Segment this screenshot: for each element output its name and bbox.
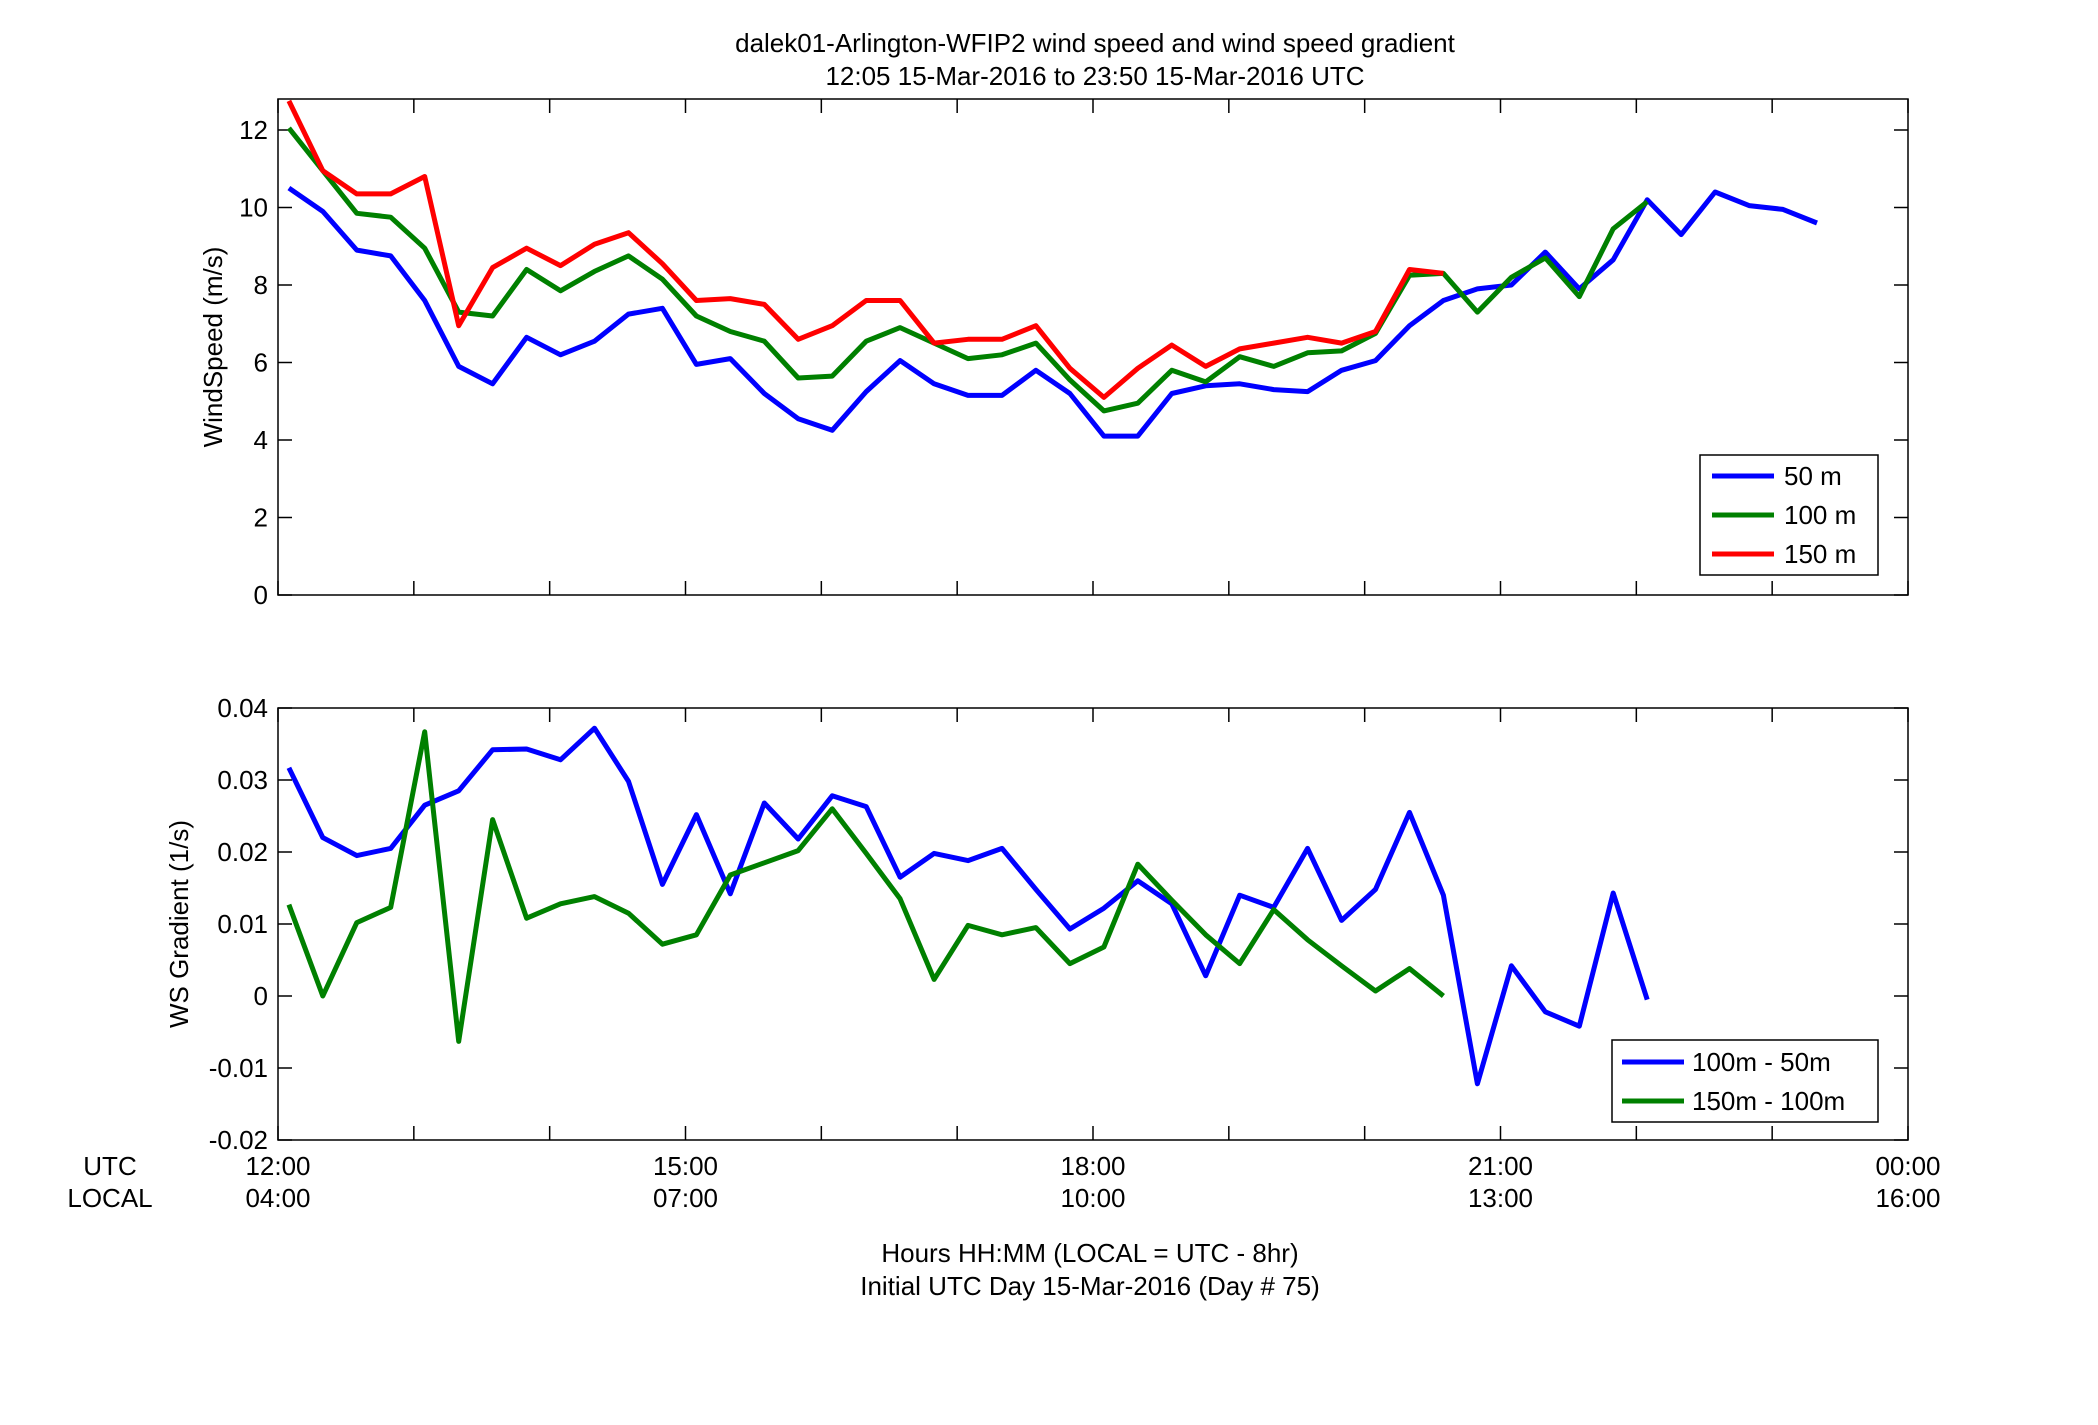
windspeed-ytick-label: 2 <box>254 503 268 533</box>
gradient-series-line-0 <box>286 725 1650 1087</box>
x-tick-label-local: 07:00 <box>653 1183 718 1213</box>
windspeed-plot: 0 2 4 6 8 10 12 WindSpeed (m/s) 50 m 100 m 150… <box>198 98 1909 610</box>
legend-label-100m-50m: 100m - 50m <box>1692 1047 1831 1077</box>
windspeed-series-line-2 <box>286 99 1444 400</box>
x-tick-label-utc: 00:00 <box>1875 1151 1940 1181</box>
x-axis-label-line1: Hours HH:MM (LOCAL = UTC - 8hr) <box>881 1238 1298 1268</box>
figure-title-line1: dalek01-Arlington-WFIP2 wind speed and w… <box>735 28 1456 58</box>
row-label-local: LOCAL <box>67 1183 152 1213</box>
x-tick-label-local: 10:00 <box>1060 1183 1125 1213</box>
x-tick-label-local: 13:00 <box>1468 1183 1533 1213</box>
gradient-ytick-label: 0.02 <box>217 837 268 867</box>
gradient-legend: 100m - 50m 150m - 100m <box>1611 1039 1879 1123</box>
row-label-utc: UTC <box>83 1151 136 1181</box>
gradient-ytick-label: 0.04 <box>217 693 268 723</box>
windspeed-legend: 50 m 100 m 150 m <box>1699 454 1879 576</box>
windspeed-ytick-label: 8 <box>254 270 268 300</box>
gradient-ytick-label: 0.03 <box>217 765 268 795</box>
gradient-ytick-label: 0.01 <box>217 909 268 939</box>
gradient-ytick-label: 0 <box>254 981 268 1011</box>
x-tick-label-local: 16:00 <box>1875 1183 1940 1213</box>
legend-label-50m: 50 m <box>1784 461 1842 491</box>
windspeed-ytick-label: 10 <box>239 193 268 223</box>
x-tick-label-utc: 15:00 <box>653 1151 718 1181</box>
x-tick-label-utc: 18:00 <box>1060 1151 1125 1181</box>
windspeed-ytick-label: 4 <box>254 425 268 455</box>
x-tick-label-utc: 21:00 <box>1468 1151 1533 1181</box>
windspeed-ylabel: WindSpeed (m/s) <box>198 247 228 448</box>
x-tick-label-local: 04:00 <box>245 1183 310 1213</box>
gradient-ylabel: WS Gradient (1/s) <box>164 820 194 1028</box>
windspeed-series-line-1 <box>286 126 1649 414</box>
x-tick-label-utc: 12:00 <box>245 1151 310 1181</box>
figure-title-line2: 12:05 15-Mar-2016 to 23:50 15-Mar-2016 U… <box>825 61 1364 91</box>
legend-label-100m: 100 m <box>1784 500 1856 530</box>
gradient-legend-box <box>1611 1039 1879 1123</box>
gradient-series-line-1 <box>286 729 1445 1044</box>
legend-label-150m: 150 m <box>1784 539 1856 569</box>
x-axis-label-line2: Initial UTC Day 15-Mar-2016 (Day # 75) <box>860 1271 1320 1301</box>
gradient-ytick-label: -0.02 <box>209 1125 268 1155</box>
windspeed-ytick-label: 12 <box>239 115 268 145</box>
windspeed-ytick-label: 6 <box>254 348 268 378</box>
gradient-plot: -0.02 -0.01 0 0.01 0.02 0.03 0.04 WS Gradient … <box>164 693 1909 1155</box>
gradient-ytick-label: -0.01 <box>209 1053 268 1083</box>
windspeed-ytick-label: 0 <box>254 580 268 610</box>
windspeed-series-line-0 <box>287 186 1818 439</box>
legend-label-150m-100m: 150m - 100m <box>1692 1086 1845 1116</box>
